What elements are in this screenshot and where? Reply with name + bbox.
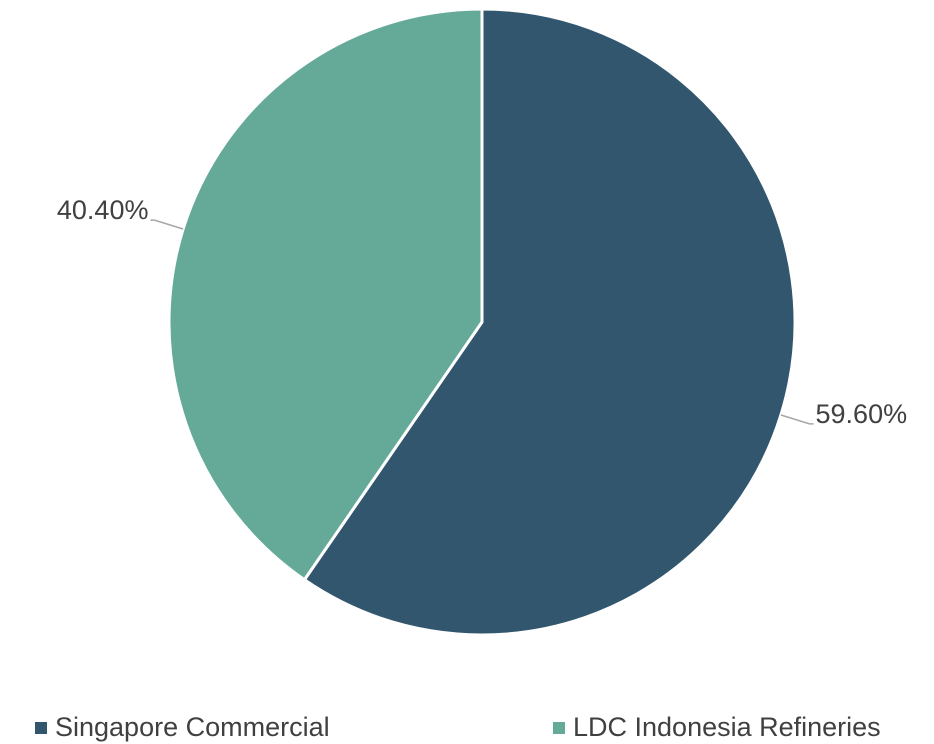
- data-label: 59.60%: [816, 399, 908, 429]
- legend-label: Singapore Commercial: [55, 712, 330, 742]
- legend-marker: [35, 722, 47, 734]
- leader-line: [780, 414, 814, 425]
- legend-marker: [553, 722, 565, 734]
- leader-line: [150, 219, 184, 230]
- data-label: 40.40%: [57, 195, 149, 225]
- legend-label: LDC Indonesia Refineries: [573, 712, 881, 742]
- pie-slice: [302, 7, 797, 637]
